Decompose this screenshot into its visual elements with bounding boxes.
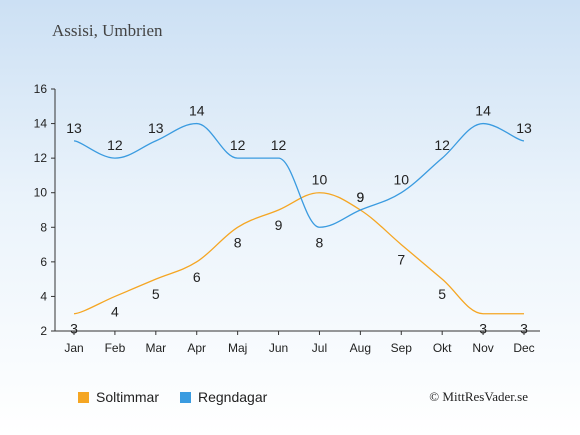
data-label-regndagar-sep: 10 [393, 172, 409, 188]
data-label-regndagar-nov: 14 [475, 103, 491, 119]
x-tick-label-mar: Mar [145, 341, 166, 355]
legend-item-soltimmar: Soltimmar [78, 389, 159, 405]
y-tick-label-12: 12 [34, 151, 48, 165]
data-label-regndagar-jul: 8 [316, 234, 324, 250]
y-tick-label-8: 8 [40, 220, 47, 234]
x-tick-label-jul: Jul [312, 341, 327, 355]
data-label-regndagar-okt: 12 [434, 137, 450, 153]
x-tick-label-sep: Sep [391, 341, 413, 355]
copyright-text: © MittResVader.se [429, 389, 528, 404]
data-label-regndagar-mar: 13 [148, 120, 164, 136]
x-tick-label-jun: Jun [269, 341, 288, 355]
data-label-soltimmar-mar: 5 [152, 286, 160, 302]
x-tick-label-apr: Apr [187, 341, 206, 355]
data-label-soltimmar-maj: 8 [234, 234, 242, 250]
y-tick-label-4: 4 [40, 289, 47, 303]
data-label-regndagar-dec: 13 [516, 120, 532, 136]
data-label-regndagar-jun: 12 [271, 137, 287, 153]
x-tick-label-okt: Okt [433, 341, 452, 355]
data-label-regndagar-feb: 12 [107, 137, 123, 153]
data-label-regndagar-maj: 12 [230, 137, 246, 153]
data-label-soltimmar-feb: 4 [111, 303, 119, 319]
data-label-soltimmar-okt: 5 [438, 286, 446, 302]
data-label-soltimmar-sep: 7 [397, 252, 405, 268]
x-tick-label-dec: Dec [513, 341, 534, 355]
y-tick-label-14: 14 [34, 117, 48, 131]
chart-title: Assisi, Umbrien [52, 21, 163, 40]
data-label-soltimmar-jun: 9 [275, 217, 283, 233]
data-label-soltimmar-nov: 3 [479, 321, 487, 337]
data-label-soltimmar-jul: 10 [312, 172, 328, 188]
data-label-regndagar-apr: 14 [189, 103, 205, 119]
x-tick-label-jan: Jan [64, 341, 83, 355]
x-tick-label-feb: Feb [105, 341, 126, 355]
data-label-soltimmar-dec: 3 [520, 321, 528, 337]
y-tick-label-2: 2 [40, 324, 47, 338]
legend-swatch-regndagar [180, 391, 191, 403]
y-tick-label-6: 6 [40, 255, 47, 269]
data-label-regndagar-jan: 13 [66, 120, 82, 136]
series-line-soltimmar [73, 192, 524, 315]
x-tick-label-aug: Aug [350, 341, 371, 355]
data-label-soltimmar-apr: 6 [193, 269, 201, 285]
data-label-soltimmar-jan: 3 [70, 321, 78, 337]
data-label-soltimmar-aug: 9 [356, 189, 364, 205]
y-tick-label-16: 16 [34, 82, 48, 96]
legend-item-regndagar: Regndagar [180, 389, 267, 405]
series-line-regndagar [73, 122, 525, 228]
x-tick-label-maj: Maj [228, 341, 247, 355]
y-tick-label-10: 10 [34, 186, 48, 200]
legend-swatch-soltimmar [78, 391, 89, 403]
legend-label-soltimmar: Soltimmar [96, 389, 160, 405]
x-tick-label-nov: Nov [472, 341, 493, 355]
legend-label-regndagar: Regndagar [198, 389, 268, 405]
data-label-regndagar-aug: 9 [356, 189, 364, 205]
